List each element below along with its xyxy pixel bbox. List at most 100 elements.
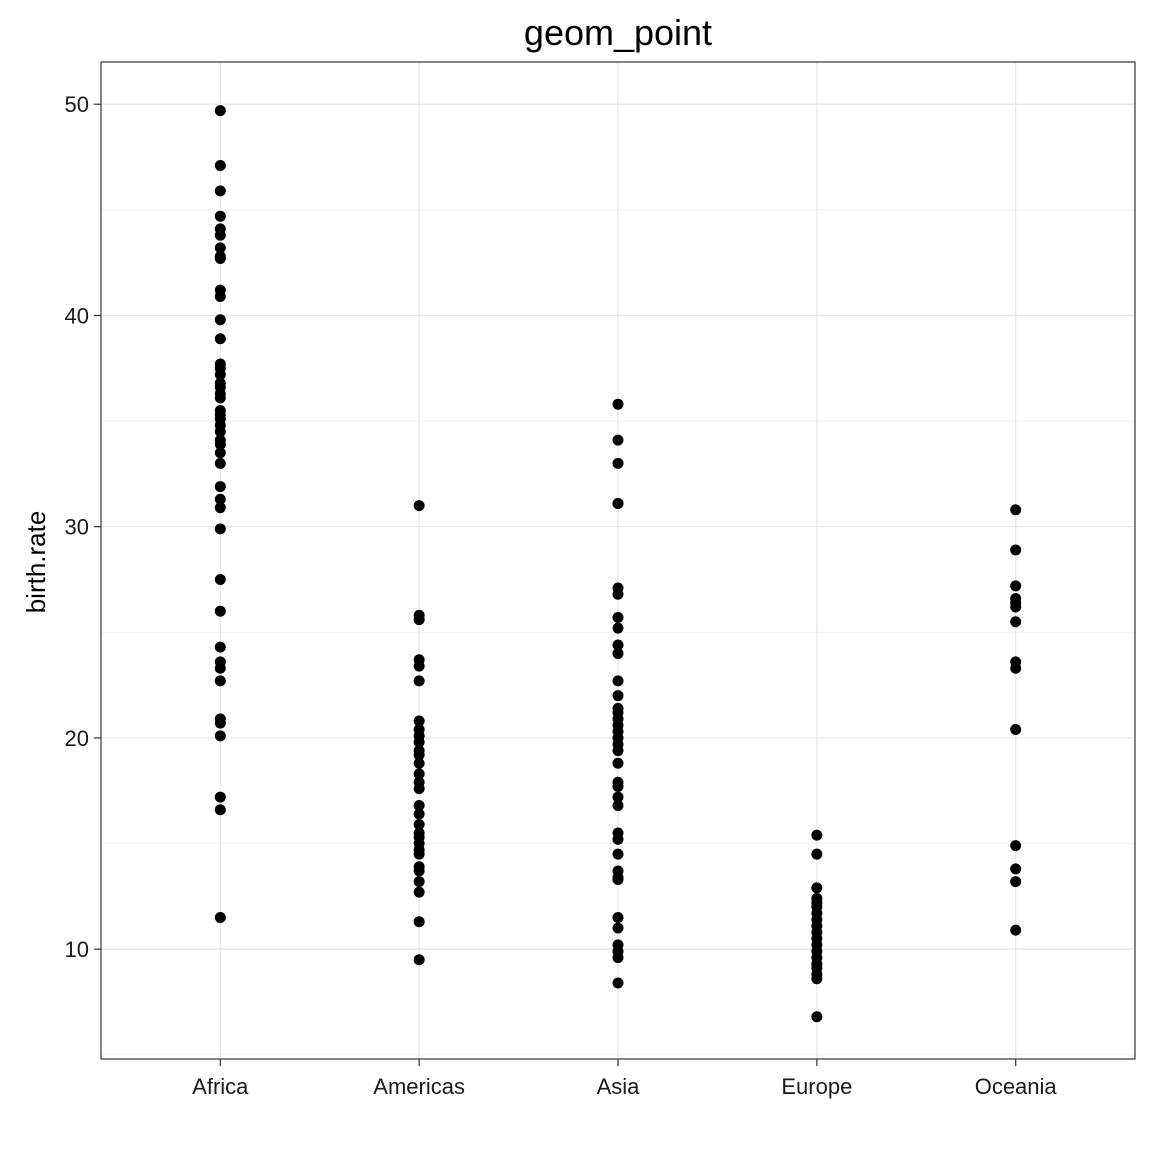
data-point [1010, 840, 1022, 852]
y-tick-label: 30 [65, 515, 89, 540]
data-point [1010, 601, 1022, 613]
data-point [612, 457, 624, 469]
data-point [214, 426, 226, 438]
data-point [811, 848, 823, 860]
data-point [214, 185, 226, 197]
data-point [612, 639, 624, 651]
data-point [214, 574, 226, 586]
data-point [612, 833, 624, 845]
data-point [214, 447, 226, 459]
data-point [214, 314, 226, 326]
data-point [413, 886, 425, 898]
data-point [612, 647, 624, 659]
data-point [413, 865, 425, 877]
data-point [214, 369, 226, 381]
data-point [214, 605, 226, 617]
data-point [1010, 662, 1022, 674]
x-tick-label: Europe [781, 1074, 852, 1099]
data-point [612, 588, 624, 600]
data-point [214, 662, 226, 674]
data-point [413, 808, 425, 820]
data-point [413, 954, 425, 966]
data-point [612, 757, 624, 769]
y-axis-title: birth.rate [21, 511, 51, 614]
data-point [214, 791, 226, 803]
data-point [1010, 863, 1022, 875]
x-tick-label: Africa [192, 1074, 249, 1099]
data-point [811, 829, 823, 841]
chart-title: geom_point [524, 12, 712, 53]
data-point [214, 911, 226, 923]
data-point [214, 493, 226, 505]
data-point [811, 973, 823, 985]
data-point [612, 911, 624, 923]
data-point [413, 916, 425, 928]
data-point [214, 717, 226, 729]
data-point [1010, 616, 1022, 628]
data-point [413, 876, 425, 888]
data-point [413, 848, 425, 860]
data-point [1010, 876, 1022, 888]
data-point [612, 745, 624, 757]
x-axis: Africa Americas Asia Europe Oceania [192, 1059, 1057, 1099]
data-point [612, 497, 624, 509]
data-point [612, 952, 624, 964]
data-point [413, 757, 425, 769]
data-point [612, 675, 624, 687]
data-point [214, 730, 226, 742]
data-point [413, 500, 425, 512]
data-point [214, 804, 226, 816]
data-point [413, 819, 425, 831]
y-axis: 10 20 30 40 50 [65, 92, 101, 962]
data-point [413, 768, 425, 780]
data-point [214, 290, 226, 302]
x-tick-label: Americas [373, 1074, 465, 1099]
y-tick-label: 20 [65, 726, 89, 751]
data-point [612, 612, 624, 624]
data-points [214, 105, 1022, 1023]
data-point [214, 481, 226, 493]
data-point [214, 333, 226, 345]
data-point [1010, 504, 1022, 516]
data-point [612, 690, 624, 702]
data-point [612, 873, 624, 885]
data-point [214, 523, 226, 535]
data-point [413, 736, 425, 748]
data-point [413, 660, 425, 672]
data-point [1010, 580, 1022, 592]
x-tick-label: Oceania [975, 1074, 1058, 1099]
data-point [612, 848, 624, 860]
data-point [612, 622, 624, 634]
data-point [214, 242, 226, 254]
data-point [214, 160, 226, 172]
data-point [214, 229, 226, 241]
data-point [214, 457, 226, 469]
data-point [612, 434, 624, 446]
y-tick-label: 40 [65, 303, 89, 328]
data-point [214, 210, 226, 222]
y-tick-label: 50 [65, 92, 89, 117]
x-tick-label: Asia [597, 1074, 641, 1099]
data-point [214, 675, 226, 687]
data-point [214, 252, 226, 264]
data-point [1010, 723, 1022, 735]
data-point [214, 105, 226, 117]
data-point [811, 882, 823, 894]
data-point [413, 715, 425, 727]
data-point [811, 1011, 823, 1023]
data-point [413, 800, 425, 812]
data-point [612, 800, 624, 812]
data-point [413, 783, 425, 795]
data-point [612, 398, 624, 410]
data-point [214, 392, 226, 404]
data-point [413, 675, 425, 687]
data-point [612, 922, 624, 934]
data-point [214, 502, 226, 514]
data-point [612, 791, 624, 803]
data-point [214, 438, 226, 450]
data-point [1010, 924, 1022, 936]
data-point [1010, 544, 1022, 556]
data-point [413, 749, 425, 761]
data-point [612, 781, 624, 793]
